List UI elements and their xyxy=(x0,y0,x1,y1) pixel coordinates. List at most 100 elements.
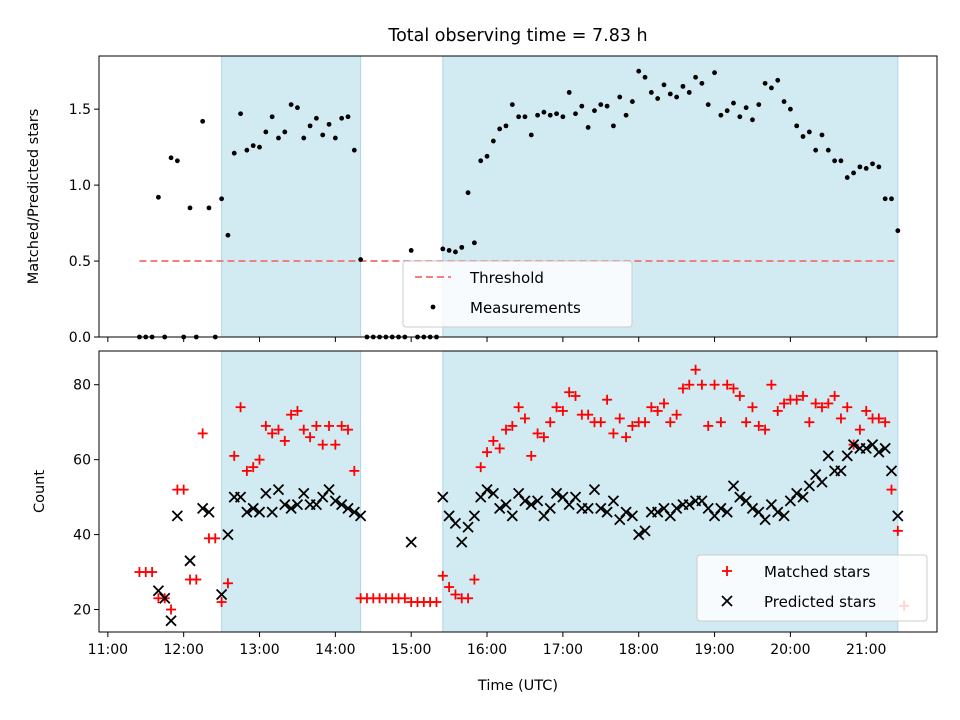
predicted-stars-point xyxy=(525,498,537,511)
predicted-stars-point xyxy=(759,513,771,526)
predicted-stars-point xyxy=(860,442,872,455)
legend-box xyxy=(402,260,633,328)
measurements-point xyxy=(705,102,711,108)
measurements-point xyxy=(743,105,749,111)
matched-stars-point xyxy=(463,593,474,604)
measurements-point xyxy=(737,114,743,120)
predicted-stars-point xyxy=(873,446,885,458)
measurements-point xyxy=(174,158,180,164)
predicted-stars-point xyxy=(670,502,683,514)
matched-stars-point xyxy=(816,402,827,413)
predicted-stars-point xyxy=(569,491,582,503)
measurements-point xyxy=(231,150,237,156)
matched-stars-point xyxy=(450,589,461,600)
chart-title: Total observing time = 7.83 h xyxy=(387,26,647,46)
matched-stars-point xyxy=(260,420,271,431)
predicted-stars-point xyxy=(449,517,462,529)
measurements-point xyxy=(453,249,458,255)
matched-stars-point xyxy=(715,417,726,428)
measurements-point xyxy=(712,70,717,76)
measurements-point xyxy=(351,147,357,153)
measurements-point xyxy=(301,135,307,141)
matched-stars-point xyxy=(861,405,872,416)
matched-stars-point xyxy=(437,570,448,581)
predicted-stars-point xyxy=(437,491,449,503)
measurements-point xyxy=(813,147,819,153)
predicted-stars-point xyxy=(778,510,790,522)
measurements-point xyxy=(263,129,269,135)
predicted-stars-point xyxy=(879,442,891,455)
matched-stars-point xyxy=(513,402,524,413)
matched-stars-point xyxy=(722,379,733,390)
x-tick-label: 15:00 xyxy=(391,642,431,658)
matched-stars-point xyxy=(191,574,202,585)
matched-stars-point xyxy=(583,409,594,420)
predicted-stars-point xyxy=(272,483,285,496)
predicted-stars-point xyxy=(607,495,620,507)
y-tick-label: 1.5 xyxy=(69,102,91,118)
matched-stars-point xyxy=(557,405,568,416)
ratio-panel-frame xyxy=(98,55,938,338)
predicted-stars-point xyxy=(835,465,847,477)
measurements-point xyxy=(509,102,515,108)
measurements-point xyxy=(775,77,781,83)
measurements-point xyxy=(528,132,534,138)
measurements-point xyxy=(219,196,225,202)
predicted-stars-point xyxy=(260,487,272,500)
predicted-stars-point xyxy=(841,450,853,462)
matched-stars-point xyxy=(627,420,638,431)
predicted-stars-point xyxy=(241,506,253,518)
predicted-stars-point xyxy=(734,491,746,503)
measurements-point xyxy=(598,102,604,108)
measurements-point xyxy=(440,246,446,252)
matched-stars-point xyxy=(292,405,303,416)
measurements-point xyxy=(617,94,623,100)
measurements-point xyxy=(478,158,484,164)
predicted-stars-point xyxy=(279,498,291,511)
matched-stars-point xyxy=(766,379,777,390)
measurements-point xyxy=(611,123,616,129)
measurements-point xyxy=(446,248,452,253)
matched-stars-point xyxy=(640,417,651,428)
measurements-point xyxy=(806,129,812,135)
threshold-legend-label: Threshold xyxy=(469,269,544,287)
measurements-point xyxy=(585,124,591,130)
matched-stars-point xyxy=(823,398,834,409)
measurements-point xyxy=(686,90,692,95)
measurements-point xyxy=(244,147,250,153)
measurements-point xyxy=(832,158,838,164)
matched-stars-point xyxy=(886,484,897,495)
count-panel-frame xyxy=(98,350,938,633)
predicted-stars-point xyxy=(298,487,310,500)
predicted-stars-point xyxy=(355,510,367,522)
matched-stars-point xyxy=(526,450,537,461)
measurements-point xyxy=(876,164,882,170)
predicted-stars-point xyxy=(582,502,594,514)
measurements-point xyxy=(522,114,528,120)
matched-stars-point xyxy=(829,390,840,401)
predicted-stars-point xyxy=(772,506,784,518)
x-tick-label: 19:00 xyxy=(694,642,734,658)
measurements-point xyxy=(882,196,888,202)
measurements-point xyxy=(516,114,522,120)
predicted-stars-point xyxy=(797,491,809,503)
matched-stars-point xyxy=(564,387,575,398)
measurements-point xyxy=(762,80,768,86)
measurements-point xyxy=(465,190,471,196)
x-tick-label: 12:00 xyxy=(164,642,204,658)
measurements-point xyxy=(667,91,673,97)
measurements-point xyxy=(731,100,736,106)
measurements-point xyxy=(288,102,294,108)
matched-stars-point xyxy=(538,432,549,443)
matched-stars-point xyxy=(608,428,619,439)
measurements-point xyxy=(168,155,174,161)
x-tick-label: 16:00 xyxy=(467,642,507,658)
matched-stars-point xyxy=(753,420,764,431)
matched-stars-point xyxy=(728,383,739,394)
predicted-stars-point xyxy=(683,498,695,511)
measurements-point xyxy=(629,99,635,104)
measurements-point xyxy=(573,111,578,117)
count-legend: Matched stars Predicted stars xyxy=(696,554,928,622)
measurements-point xyxy=(756,102,762,108)
predicted-stars-point xyxy=(633,528,645,541)
